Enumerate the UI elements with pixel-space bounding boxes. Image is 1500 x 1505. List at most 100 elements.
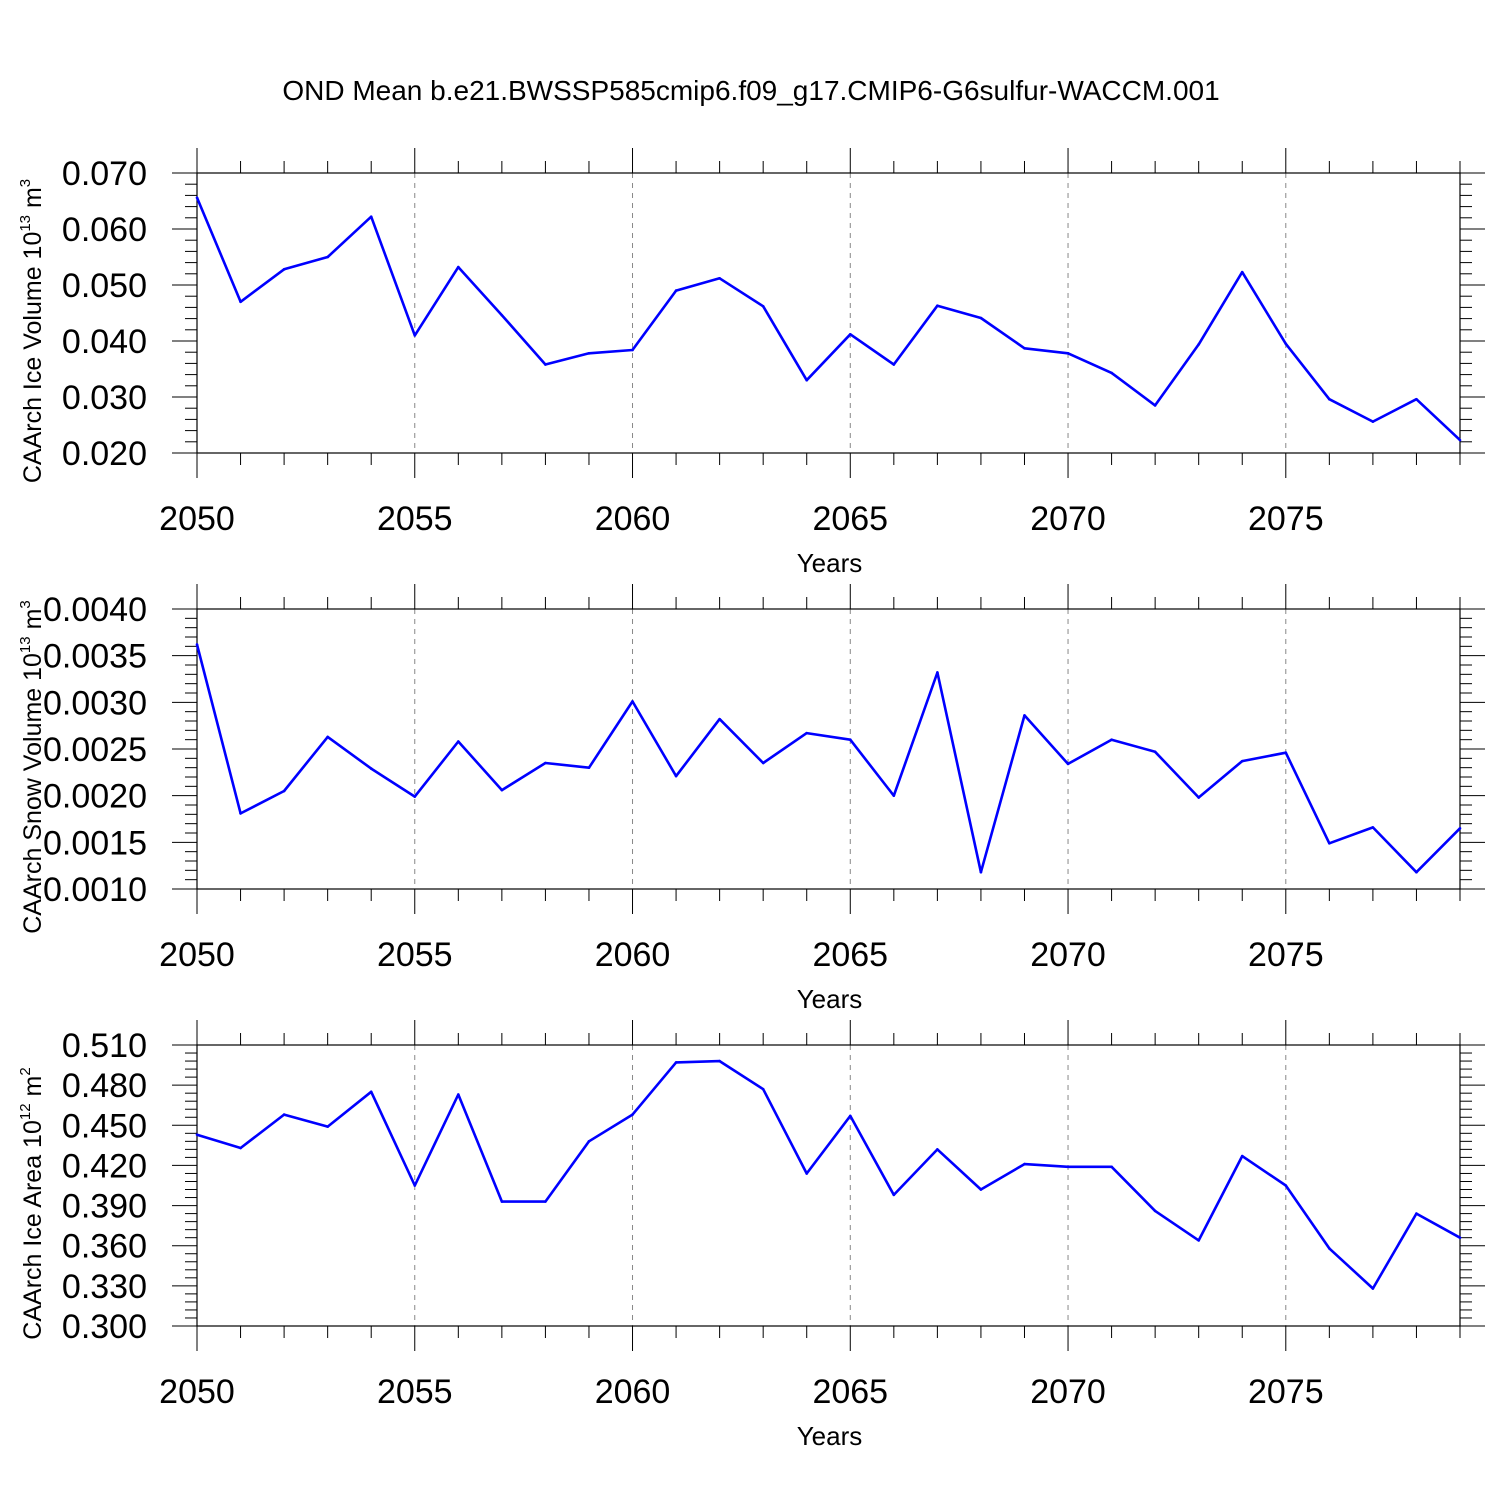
- data-point: [457, 265, 460, 269]
- data-point: [1328, 1247, 1331, 1250]
- y-tick-label: 0.300: [62, 1308, 147, 1346]
- data-point: [1328, 841, 1331, 845]
- data-point: [979, 870, 983, 874]
- x-tick-label: 2060: [595, 1373, 671, 1411]
- data-point: [848, 738, 852, 741]
- y-tick-label: 0.060: [62, 211, 147, 249]
- x-tick-label: 2070: [1030, 936, 1106, 974]
- data-point: [805, 731, 809, 735]
- y-tick-label: 0.030: [62, 379, 147, 417]
- data-point: [936, 671, 939, 674]
- data-point: [631, 348, 634, 352]
- data-point: [1240, 1154, 1244, 1158]
- data-point: [544, 761, 547, 765]
- x-tick-label: 2050: [159, 1373, 235, 1411]
- data-point: [239, 1146, 242, 1150]
- data-point: [674, 774, 678, 778]
- data-point: [674, 1061, 678, 1064]
- data-point: [500, 313, 504, 317]
- y-tick-label: 0.020: [62, 435, 147, 473]
- data-point: [1066, 1165, 1070, 1169]
- data-point: [631, 700, 634, 703]
- y-axis-label: CAArch Ice Volume 1013 m3: [17, 179, 47, 483]
- data-point: [805, 1172, 809, 1175]
- x-tick-label: 2075: [1248, 500, 1324, 538]
- data-point: [718, 717, 721, 721]
- data-point: [413, 1184, 417, 1187]
- plot-frame: [196, 1044, 1461, 1327]
- data-point: [457, 1093, 460, 1096]
- data-point: [1284, 342, 1288, 346]
- y-tick-label: 0.360: [62, 1228, 147, 1266]
- series-line: [195, 644, 1461, 874]
- data-point: [936, 304, 939, 308]
- data-point: [587, 766, 591, 769]
- x-tick-label: 2065: [812, 500, 888, 538]
- data-point: [761, 761, 765, 765]
- data-point: [282, 1113, 286, 1116]
- y-tick-label: 0.0010: [43, 871, 147, 909]
- data-point: [282, 268, 286, 271]
- y-tick-label: 0.480: [62, 1067, 147, 1105]
- x-tick-label: 2050: [159, 500, 235, 538]
- data-point: [1371, 826, 1375, 829]
- data-point: [1110, 371, 1113, 375]
- data-point: [239, 300, 242, 304]
- data-point: [326, 255, 329, 259]
- y-tick-label: 0.0025: [43, 731, 147, 769]
- data-point: [718, 276, 721, 280]
- y-tick-label: 0.450: [62, 1107, 147, 1145]
- data-point: [848, 332, 852, 336]
- data-point: [1153, 750, 1157, 754]
- x-axis-label: Years: [797, 1421, 863, 1451]
- y-axis-label: CAArch Ice Area 1012 m2: [17, 1067, 47, 1339]
- data-point: [1023, 1162, 1026, 1166]
- data-point: [979, 316, 983, 320]
- y-tick-label: 0.0040: [43, 591, 147, 629]
- data-point: [587, 1140, 591, 1143]
- data-point: [1415, 397, 1418, 401]
- data-point: [631, 1113, 634, 1116]
- plot-frame: [196, 608, 1461, 890]
- y-tick-label: 0.0020: [43, 778, 147, 816]
- y-axis-label: CAArch Snow Volume 1013 m3: [17, 600, 47, 934]
- data-point: [1328, 397, 1331, 401]
- data-point: [1023, 346, 1026, 350]
- data-point: [413, 334, 417, 337]
- y-tick-label: 0.0030: [43, 684, 147, 722]
- x-tick-label: 2065: [812, 1373, 888, 1411]
- data-point: [500, 1200, 504, 1203]
- x-tick-label: 2055: [377, 500, 453, 538]
- y-tick-label: 0.0015: [43, 824, 147, 862]
- data-point: [1240, 759, 1244, 763]
- data-point: [457, 740, 460, 743]
- data-point: [1240, 270, 1244, 274]
- data-point: [761, 304, 765, 308]
- y-tick-label: 0.510: [62, 1027, 147, 1065]
- data-point: [326, 735, 329, 739]
- data-point: [1458, 827, 1462, 830]
- data-point: [326, 1125, 329, 1128]
- data-point: [1197, 796, 1200, 799]
- x-tick-label: 2055: [377, 1373, 453, 1411]
- x-tick-label: 2065: [812, 936, 888, 974]
- chart-title: OND Mean b.e21.BWSSP585cmip6.f09_g17.CMI…: [282, 75, 1219, 106]
- data-point: [892, 794, 896, 797]
- data-point: [718, 1059, 721, 1063]
- data-point: [369, 215, 373, 218]
- data-point: [544, 363, 547, 366]
- series-line: [196, 1059, 1461, 1290]
- x-tick-label: 2070: [1030, 500, 1106, 538]
- x-axis-label: Years: [797, 984, 863, 1014]
- plot-frame: [196, 172, 1461, 454]
- data-point: [195, 1133, 199, 1136]
- data-point: [1197, 343, 1200, 346]
- data-point: [761, 1087, 765, 1091]
- x-tick-label: 2060: [595, 500, 671, 538]
- data-point: [369, 767, 373, 770]
- y-tick-label: 0.330: [62, 1268, 147, 1306]
- x-tick-label: 2075: [1248, 1373, 1324, 1411]
- chart-panel-3: 2050 2055 2060 2065 2070 20750.3000.3300.3600…: [17, 1020, 1485, 1451]
